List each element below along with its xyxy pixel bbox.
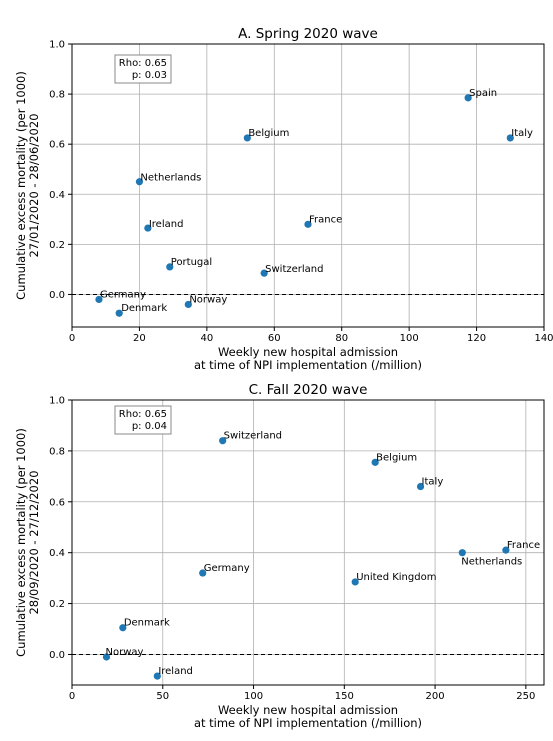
y-tick-label: 0.4 (49, 190, 65, 201)
point-label-belgium: Belgium (248, 128, 289, 139)
chart-panel-2: 0 50 100 150 200 250 0.0 0.2 0.4 0.6 0.8 1.0 C. Fall… (14, 382, 545, 730)
x-tick-label: 60 (268, 333, 281, 344)
x-tick-label: 0 (69, 691, 75, 702)
x-tick-label: 150 (335, 691, 354, 702)
x-tick-label: 40 (200, 333, 213, 344)
stats-rho: Rho: 0.65 (119, 58, 167, 69)
chart-title: C. Fall 2020 wave (249, 382, 368, 398)
y-tick-label: 0.8 (49, 90, 65, 101)
data-point-belgium (371, 458, 379, 466)
x-tick-label: 200 (426, 691, 445, 702)
x-tick-label: 50 (156, 691, 169, 702)
stats-rho: Rho: 0.65 (119, 409, 167, 420)
data-point-belgium (243, 134, 251, 142)
point-label-switzerland: Switzerland (224, 431, 282, 442)
point-label-france: France (507, 540, 540, 551)
y-tick-label: 0.0 (49, 650, 65, 661)
x-axis-label-line2: at time of NPI implementation (/million) (194, 358, 422, 372)
point-label-netherlands: Netherlands (461, 557, 522, 568)
y-tick-label: 0.6 (49, 140, 65, 151)
x-axis-label-line2: at time of NPI implementation (/million) (194, 716, 422, 730)
y-tick-label: 0.4 (49, 548, 65, 559)
point-label-italy: Italy (422, 477, 444, 488)
point-label-germany: Germany (204, 563, 250, 574)
data-point-united-kingdom (351, 578, 359, 586)
data-point-switzerland (219, 437, 227, 445)
data-point-denmark (115, 309, 123, 317)
point-label-ireland: Ireland (149, 219, 184, 230)
data-point-netherlands (135, 178, 144, 186)
data-point-germany (199, 569, 207, 577)
y-tick-label: 0.0 (49, 290, 65, 301)
x-axis-label: Weekly new hospital admission (218, 703, 398, 717)
point-label-ireland: Ireland (158, 666, 193, 677)
y-tick-label: 0.2 (49, 599, 65, 610)
point-label-netherlands: Netherlands (140, 173, 201, 184)
point-label-italy: Italy (511, 128, 533, 139)
data-point-spain (464, 94, 472, 102)
data-point-ireland (144, 224, 152, 232)
stats-box (114, 54, 172, 84)
x-tick-label: 250 (516, 691, 535, 702)
data-point-norway (102, 653, 111, 661)
point-label-denmark: Denmark (124, 618, 170, 629)
point-label-united-kingdom: United Kingdom (356, 572, 436, 583)
data-point-netherlands (458, 549, 466, 557)
data-point-germany (95, 295, 103, 304)
stats-box (114, 405, 172, 435)
x-tick-label: 100 (244, 691, 263, 702)
data-point-france (502, 546, 510, 554)
data-point-france (304, 220, 312, 228)
data-point-portugal (166, 263, 174, 271)
x-axis-label: Weekly new hospital admission (218, 345, 398, 359)
x-tick-label: 80 (335, 333, 348, 344)
data-point-denmark (119, 624, 127, 632)
plot-frame (71, 399, 545, 686)
x-tick-label: 140 (534, 333, 553, 344)
point-label-france: France (309, 214, 342, 225)
point-label-denmark: Denmark (121, 303, 167, 314)
data-point-italy (506, 134, 514, 142)
y-tick-label: 0.2 (49, 240, 65, 251)
data-point-switzerland (260, 269, 268, 277)
chart-title: A. Spring 2020 wave (238, 26, 378, 42)
point-label-norway: Norway (105, 647, 143, 658)
point-label-norway: Norway (189, 294, 227, 305)
point-label-switzerland: Switzerland (265, 264, 323, 275)
data-point-ireland (153, 672, 161, 680)
x-tick-label: 120 (467, 333, 486, 344)
chart-panel-1: 0 20 40 60 80 100 120 140 0.0 0.2 0.4 0.6 0.8 1.0 A. S… (14, 26, 553, 372)
data-point-norway (184, 300, 192, 309)
stats-p-value: p: 0.03 (132, 70, 167, 81)
y-axis-label: Cumulative excess mortality (per 1000) (14, 428, 28, 657)
y-tick-label: 0.6 (49, 497, 65, 508)
y-axis-label-line2: 27/01/2020 - 28/06/2020 (27, 113, 41, 257)
y-axis-label: Cumulative excess mortality (per 1000) (14, 71, 28, 300)
x-tick-label: 20 (133, 333, 146, 344)
y-tick-label: 1.0 (49, 40, 65, 51)
y-tick-label: 0.8 (49, 446, 65, 457)
y-tick-label: 1.0 (49, 396, 65, 407)
stats-p-value: p: 0.04 (132, 421, 167, 432)
x-tick-label: 0 (69, 333, 75, 344)
point-label-germany: Germany (100, 289, 146, 300)
x-tick-label: 100 (400, 333, 419, 344)
point-label-spain: Spain (469, 88, 497, 99)
point-label-portugal: Portugal (171, 257, 212, 268)
data-point-italy (416, 482, 425, 491)
y-axis-label-line2: 28/09/2020 - 27/12/2020 (27, 470, 41, 614)
point-label-belgium: Belgium (376, 452, 417, 463)
plot-frame (71, 43, 545, 328)
